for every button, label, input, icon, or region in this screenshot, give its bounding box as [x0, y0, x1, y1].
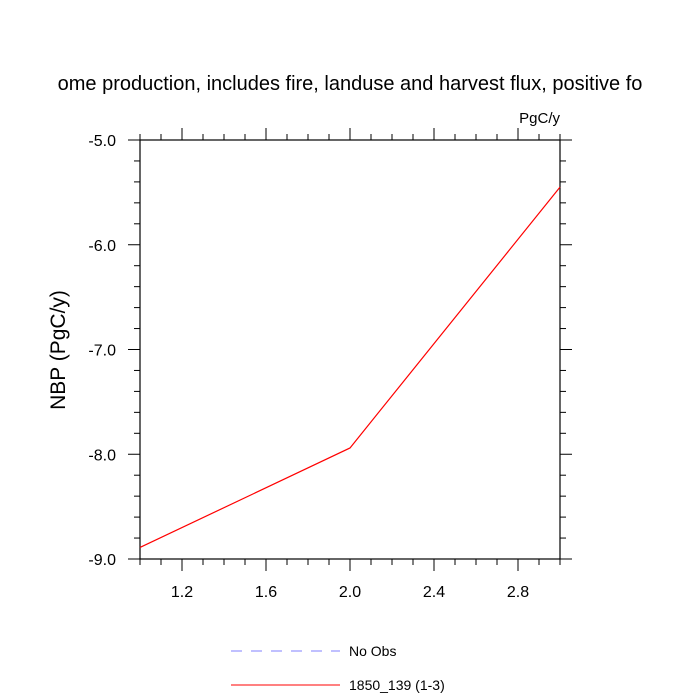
y-tick-label: -8.0: [88, 447, 116, 464]
y-tick-label: -9.0: [88, 552, 116, 569]
chart-title: ome production, includes fire, landuse a…: [58, 73, 643, 95]
series-line: [139, 186, 561, 549]
x-tick-label: 1.2: [171, 584, 193, 601]
x-tick-label: 1.6: [255, 584, 277, 601]
x-tick-label: 2.4: [423, 584, 445, 601]
plot-frame: [139, 139, 561, 560]
y-tick-label: -5.0: [88, 133, 116, 150]
plot-area: 1.2 1.6 2.0 2.4 2.8 -9.0 -8.0 -7.0 -6.0 -5.0: [88, 128, 572, 601]
y-tick-label: -7.0: [88, 343, 116, 360]
y-axis-label: NBP (PgC/y): [47, 290, 70, 410]
legend-label: 1850_139 (1-3): [349, 677, 445, 693]
x-tick-label: 2.0: [339, 584, 361, 601]
units-label: PgC/y: [519, 110, 560, 127]
y-tick-label: -6.0: [88, 238, 116, 255]
legend-label: No Obs: [349, 643, 396, 659]
x-tick-label: 2.8: [507, 584, 529, 601]
legend: No Obs 1850_139 (1-3): [231, 643, 445, 693]
